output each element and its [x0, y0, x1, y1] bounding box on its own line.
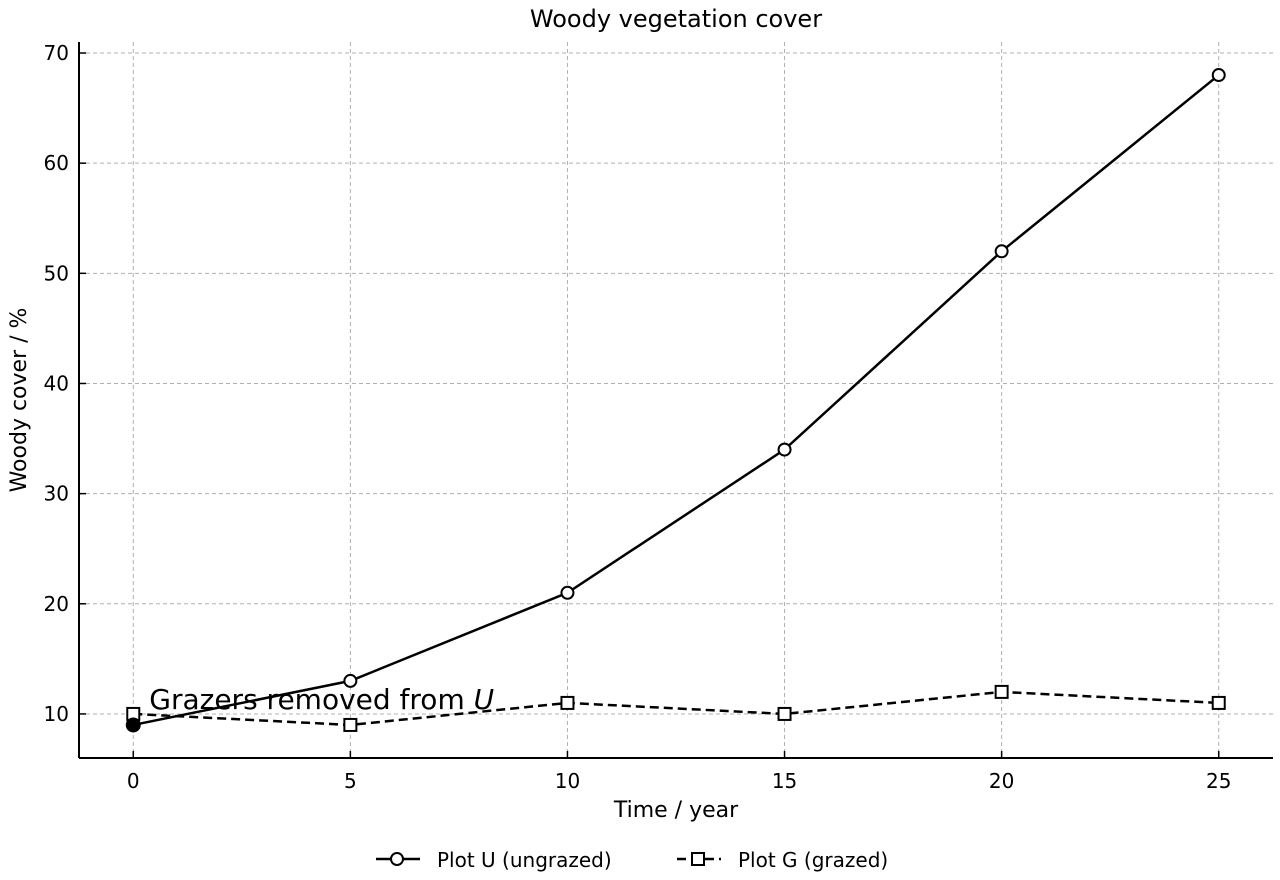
legend: Plot U (ungrazed) Plot G (grazed) — [376, 848, 888, 872]
x-tick-label: 25 — [1206, 769, 1231, 793]
annotation-text: Grazers removed from U — [149, 683, 494, 716]
legend-label: Plot U (ungrazed) — [437, 848, 612, 872]
series-group — [126, 68, 1226, 732]
data-point — [777, 442, 792, 457]
series-line — [133, 74, 1220, 727]
y-axis-label: Woody cover / % — [7, 308, 32, 493]
data-point — [560, 695, 575, 710]
legend-marker — [691, 852, 705, 866]
y-tick-label: 30 — [44, 482, 69, 506]
grid-lines — [79, 42, 1273, 758]
x-tick-label: 5 — [344, 769, 357, 793]
legend-entry: Plot U (ungrazed) — [376, 848, 612, 872]
chart-title: Woody vegetation cover — [530, 5, 822, 33]
data-point — [343, 673, 358, 688]
x-tick-label: 0 — [127, 769, 140, 793]
data-point — [777, 706, 792, 721]
annotation-marker — [125, 717, 141, 733]
data-point — [560, 585, 575, 600]
data-point — [994, 244, 1009, 259]
legend-label: Plot G (grazed) — [738, 848, 888, 872]
data-point — [1211, 695, 1226, 710]
legend-entry: Plot G (grazed) — [677, 848, 888, 872]
data-point — [343, 717, 358, 732]
y-tick-label: 40 — [44, 371, 69, 395]
y-tick-label: 20 — [44, 592, 69, 616]
y-tick-label: 10 — [44, 702, 69, 726]
data-point — [1211, 68, 1226, 83]
annotation-text-prefix: Grazers removed from — [149, 683, 473, 716]
series-1 — [126, 684, 1226, 732]
x-tick-label: 15 — [772, 769, 797, 793]
y-tick-label: 70 — [44, 41, 69, 65]
axis-ticks: 0 5 10 15 20 25 10 20 30 40 50 60 70 — [44, 41, 1232, 793]
y-tick-label: 60 — [44, 151, 69, 175]
x-tick-label: 20 — [989, 769, 1014, 793]
legend-marker — [390, 852, 404, 866]
series-0 — [126, 68, 1226, 732]
data-point — [994, 684, 1009, 699]
x-axis-label: Time / year — [613, 798, 739, 823]
annotation-group: Grazers removed from U — [125, 683, 494, 733]
y-tick-label: 50 — [44, 261, 69, 285]
annotation-text-italic: U — [474, 683, 495, 716]
x-tick-label: 10 — [555, 769, 580, 793]
